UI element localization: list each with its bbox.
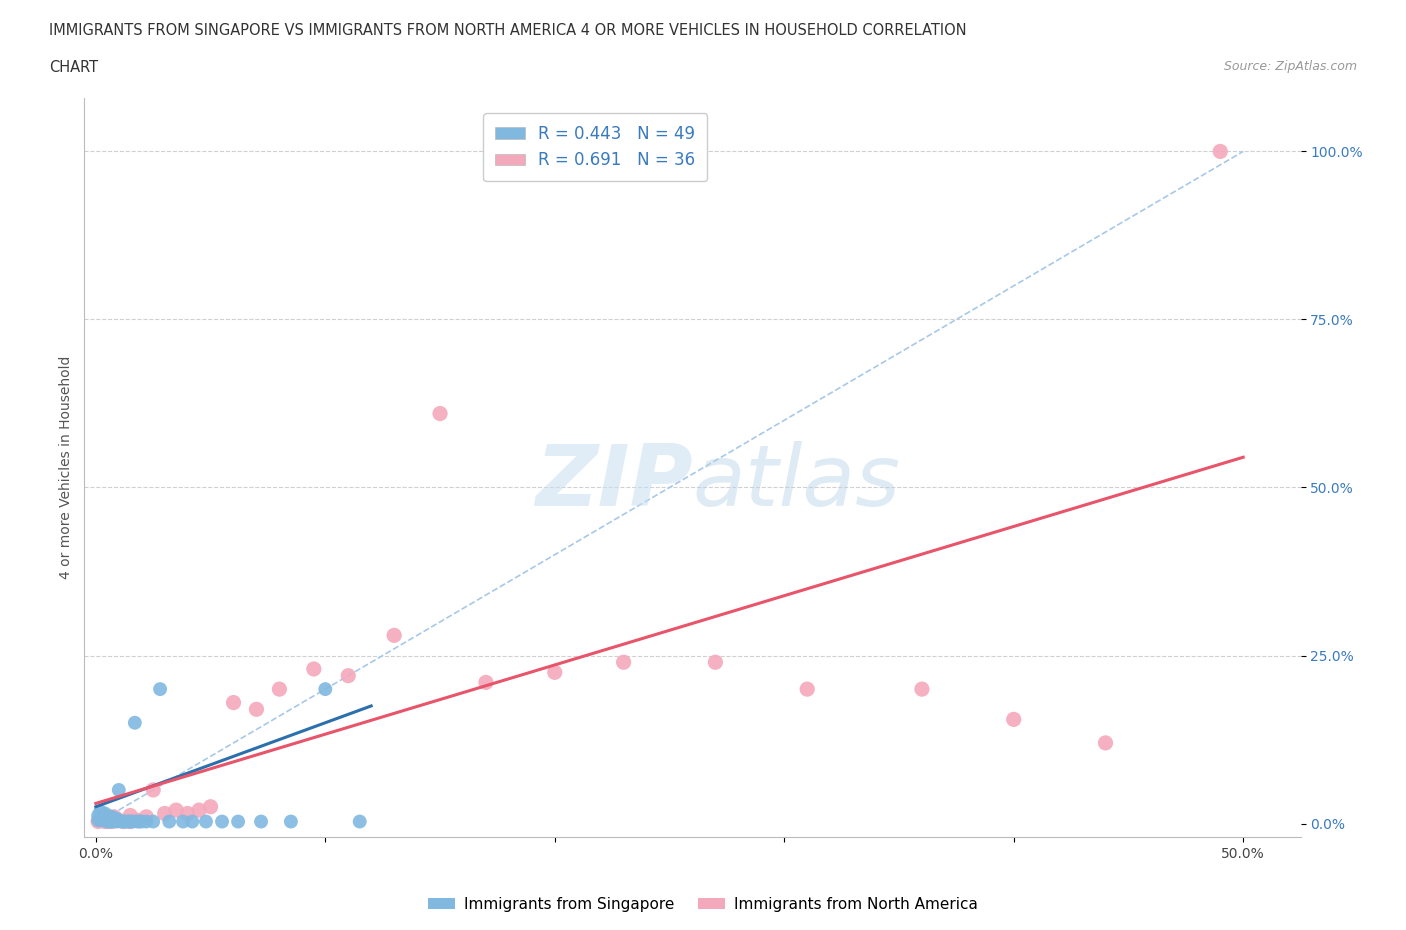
Point bbox=[103, 809, 125, 824]
Point bbox=[91, 811, 114, 826]
Point bbox=[1094, 736, 1116, 751]
Point bbox=[704, 655, 727, 670]
Point bbox=[911, 682, 934, 697]
Point bbox=[94, 811, 117, 826]
Point bbox=[94, 813, 117, 828]
Point bbox=[98, 809, 121, 824]
Point bbox=[475, 675, 498, 690]
Point bbox=[153, 806, 176, 821]
Point bbox=[107, 813, 129, 828]
Point bbox=[222, 695, 245, 710]
Point bbox=[91, 809, 114, 824]
Point bbox=[96, 811, 118, 826]
Point bbox=[280, 814, 302, 829]
Point bbox=[181, 814, 204, 829]
Point bbox=[120, 814, 142, 829]
Text: IMMIGRANTS FROM SINGAPORE VS IMMIGRANTS FROM NORTH AMERICA 4 OR MORE VEHICLES IN: IMMIGRANTS FROM SINGAPORE VS IMMIGRANTS … bbox=[49, 23, 967, 38]
Point bbox=[349, 814, 371, 829]
Point bbox=[149, 682, 172, 697]
Point bbox=[89, 813, 111, 828]
Point bbox=[613, 655, 636, 670]
Point bbox=[87, 814, 110, 829]
Point bbox=[245, 702, 267, 717]
Point bbox=[94, 814, 117, 829]
Y-axis label: 4 or more Vehicles in Household: 4 or more Vehicles in Household bbox=[59, 355, 73, 579]
Point bbox=[121, 814, 143, 829]
Point bbox=[211, 814, 233, 829]
Point bbox=[89, 804, 111, 819]
Point bbox=[1002, 712, 1025, 727]
Point bbox=[98, 814, 121, 829]
Point bbox=[91, 813, 114, 828]
Text: ZIP: ZIP bbox=[534, 441, 693, 524]
Point bbox=[114, 814, 136, 829]
Point bbox=[128, 814, 150, 829]
Point bbox=[105, 811, 128, 826]
Point bbox=[176, 806, 198, 821]
Point bbox=[101, 814, 124, 829]
Point bbox=[107, 782, 129, 797]
Point bbox=[127, 814, 149, 829]
Point bbox=[544, 665, 567, 680]
Point bbox=[120, 814, 142, 829]
Point bbox=[796, 682, 818, 697]
Text: atlas: atlas bbox=[693, 441, 900, 524]
Point bbox=[1209, 144, 1232, 159]
Point bbox=[101, 814, 124, 829]
Point bbox=[105, 814, 128, 829]
Point bbox=[250, 814, 273, 829]
Point bbox=[127, 813, 149, 828]
Text: Source: ZipAtlas.com: Source: ZipAtlas.com bbox=[1223, 60, 1357, 73]
Point bbox=[188, 803, 211, 817]
Point bbox=[157, 814, 180, 829]
Point bbox=[302, 661, 325, 676]
Point bbox=[96, 814, 118, 829]
Point bbox=[112, 814, 135, 829]
Point bbox=[382, 628, 405, 643]
Point bbox=[96, 814, 118, 829]
Point bbox=[89, 811, 111, 826]
Point bbox=[269, 682, 291, 697]
Point bbox=[89, 813, 111, 828]
Point bbox=[110, 814, 132, 829]
Point bbox=[226, 814, 249, 829]
Point bbox=[131, 814, 153, 829]
Legend: R = 0.443   N = 49, R = 0.691   N = 36: R = 0.443 N = 49, R = 0.691 N = 36 bbox=[484, 113, 707, 181]
Point bbox=[91, 808, 114, 823]
Point bbox=[87, 808, 110, 823]
Point bbox=[98, 812, 121, 827]
Point bbox=[94, 806, 117, 821]
Point bbox=[96, 809, 118, 824]
Point bbox=[117, 814, 139, 829]
Point bbox=[87, 813, 110, 828]
Point bbox=[103, 814, 125, 829]
Point bbox=[194, 814, 217, 829]
Point bbox=[135, 814, 157, 829]
Point bbox=[142, 782, 165, 797]
Legend: Immigrants from Singapore, Immigrants from North America: Immigrants from Singapore, Immigrants fr… bbox=[422, 891, 984, 918]
Point bbox=[101, 809, 124, 824]
Point bbox=[98, 809, 121, 824]
Point bbox=[103, 811, 125, 826]
Point bbox=[120, 808, 142, 823]
Point bbox=[112, 814, 135, 829]
Point bbox=[124, 715, 146, 730]
Point bbox=[200, 799, 222, 814]
Point bbox=[172, 814, 194, 829]
Point bbox=[337, 669, 360, 684]
Text: CHART: CHART bbox=[49, 60, 98, 75]
Point bbox=[101, 812, 124, 827]
Point bbox=[135, 809, 157, 824]
Point bbox=[142, 814, 165, 829]
Point bbox=[165, 803, 187, 817]
Point bbox=[314, 682, 336, 697]
Point bbox=[107, 814, 129, 829]
Point bbox=[429, 406, 451, 421]
